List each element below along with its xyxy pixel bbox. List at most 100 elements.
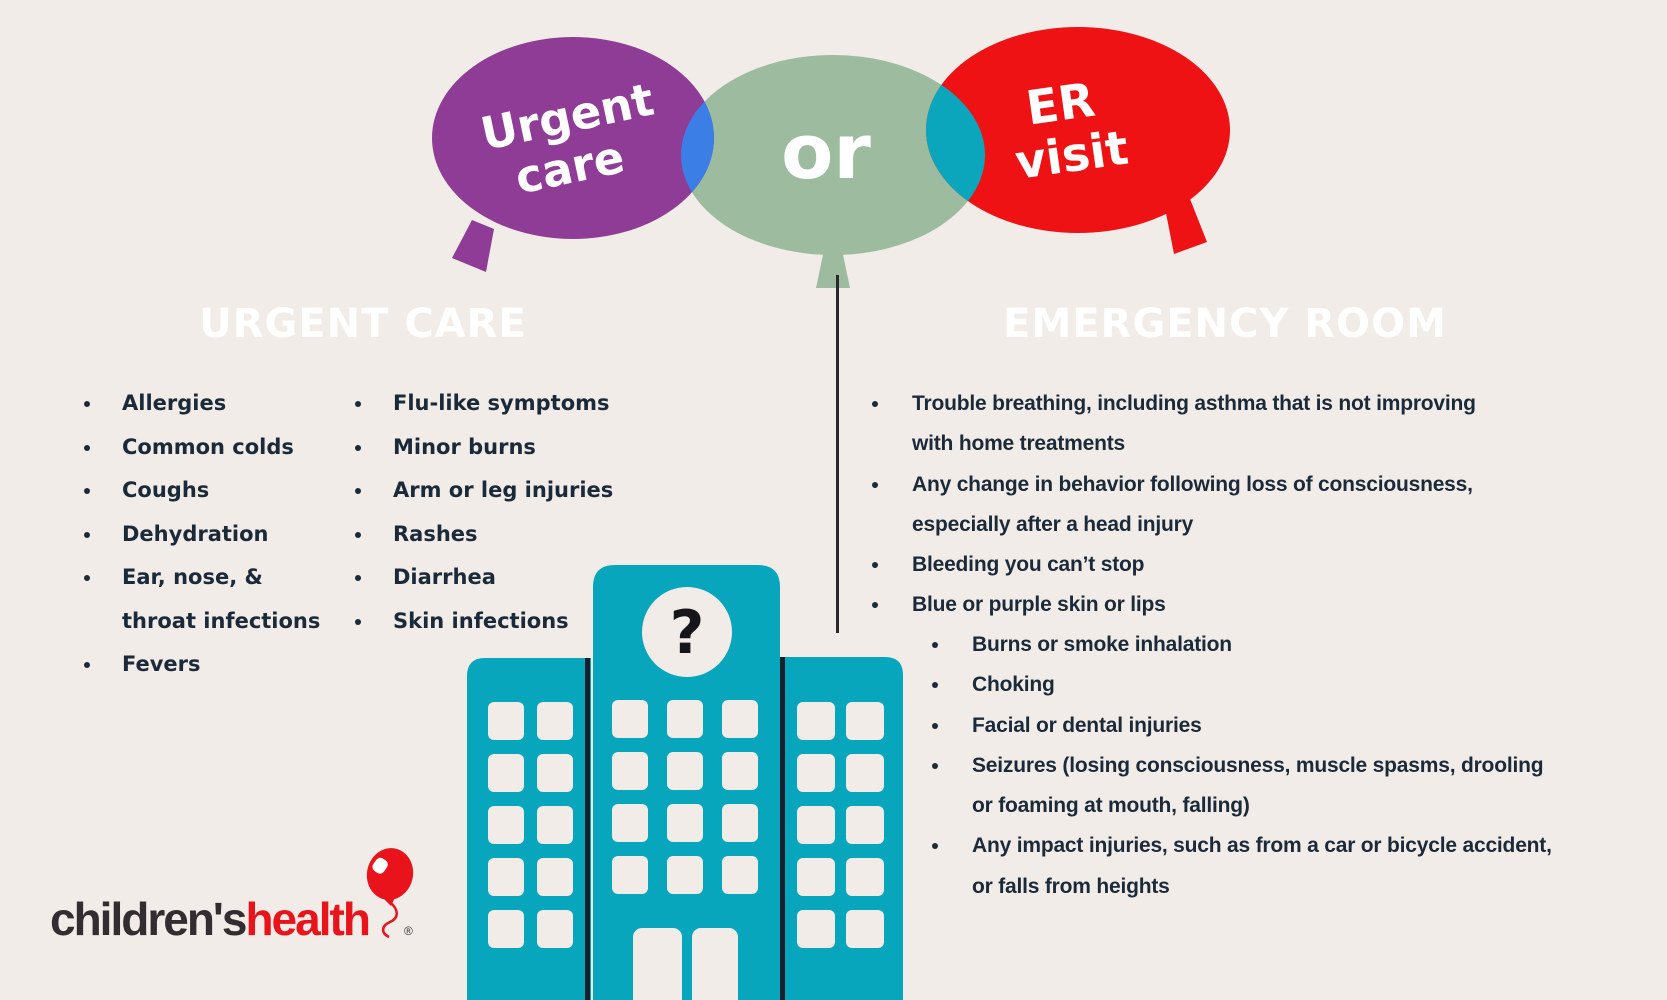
building-window (537, 858, 573, 896)
urgent-care-header-pill: URGENT CARE (158, 293, 568, 354)
building-window (537, 806, 573, 844)
urgent-care-header-label: URGENT CARE (199, 300, 527, 347)
list-item: Any change in behavior following loss of… (862, 465, 1562, 546)
list-item-text: Blue or purple skin or lips (912, 593, 1166, 617)
childrens-health-logo: children'shealth (50, 893, 371, 945)
list-item: Bleeding you can’t stop (862, 545, 1562, 585)
building-windows (488, 700, 884, 1000)
list-item: Rashes (347, 513, 637, 557)
list-item-text: Trouble breathing, including asthma that… (912, 392, 1476, 456)
list-item: Choking (922, 665, 1562, 705)
list-item: Trouble breathing, including asthma that… (862, 384, 1562, 465)
list-item-text: Common colds (122, 434, 294, 459)
list-item-text: Dehydration (122, 521, 269, 546)
building-window (488, 858, 524, 896)
list-item: Flu-like symptoms (347, 382, 637, 426)
building-window (846, 858, 884, 896)
list-item-text: Flu-like symptoms (393, 391, 610, 415)
building-window (722, 856, 758, 894)
building-seam-left (585, 658, 590, 1000)
list-item-text: Arm or leg injuries (393, 478, 614, 502)
or-balloon-label: or (781, 107, 871, 196)
building-window (846, 806, 884, 844)
logo-balloon-icon (366, 848, 414, 939)
list-item-text: Minor burns (393, 434, 536, 459)
logo-part2: health (245, 893, 370, 945)
urgent-care-list-column1: Allergies Common colds Coughs Dehydration Ea… (76, 382, 366, 687)
list-item: Allergies (76, 382, 366, 426)
logo-part1: children's (50, 893, 247, 945)
logo-balloon-string (381, 901, 398, 939)
building-door (633, 928, 682, 1000)
building-window (846, 910, 884, 948)
building-window (667, 700, 703, 738)
list-item-text: Rashes (393, 521, 478, 546)
building-window (612, 856, 648, 894)
urgent-balloon-tail (452, 220, 494, 272)
question-mark: ? (670, 598, 705, 668)
urgent-care-list-column2: Flu-like symptoms Minor burns Arm or leg i… (347, 382, 637, 643)
registered-trademark-symbol: ® (404, 924, 413, 938)
building-window (846, 754, 884, 792)
building-seam-right (780, 657, 785, 1000)
list-item: Skin infections (347, 600, 637, 644)
building-window (722, 752, 758, 790)
emergency-room-list: Trouble breathing, including asthma that… (862, 384, 1562, 626)
emergency-room-header-label: EMERGENCY ROOM (1003, 300, 1447, 347)
list-item: Burns or smoke inhalation (922, 625, 1562, 665)
question-circle (642, 587, 732, 677)
list-item: Coughs (76, 469, 366, 513)
list-item: Dehydration (76, 513, 366, 557)
building-window (537, 910, 573, 948)
list-item-text: Bleeding you can’t stop (912, 553, 1145, 577)
list-item-text: Burns or smoke inhalation (972, 633, 1232, 656)
building-window (537, 754, 573, 792)
or-balloon (681, 55, 985, 255)
building-window (612, 804, 648, 842)
list-item-text: Skin infections (393, 608, 569, 633)
building-window (612, 752, 648, 790)
er-balloon-label-line1: ER (1023, 73, 1098, 137)
list-item-text: Coughs (122, 478, 210, 502)
list-item-text: Any change in behavior following loss of… (912, 472, 1473, 536)
building-window (667, 752, 703, 790)
building-window (797, 858, 835, 896)
list-item-text: Any impact injuries, such as from a car … (972, 834, 1552, 898)
building-window (797, 910, 835, 948)
list-item: Diarrhea (347, 556, 637, 600)
building-window (797, 702, 835, 740)
section-divider-line (836, 275, 839, 633)
list-item-text: Diarrhea (393, 565, 496, 589)
or-balloon-tail (816, 250, 850, 288)
emergency-room-header-pill: EMERGENCY ROOM (985, 293, 1465, 354)
list-item: Facial or dental injuries (922, 706, 1562, 746)
list-item: Arm or leg injuries (347, 469, 637, 513)
er-balloon (926, 27, 1230, 233)
building-window (488, 806, 524, 844)
list-item-text: Allergies (122, 391, 227, 415)
building-window (488, 910, 524, 948)
building-window (488, 754, 524, 792)
building-window (722, 804, 758, 842)
list-item: Common colds (76, 426, 366, 470)
building-window (797, 754, 835, 792)
list-item: Seizures (losing consciousness, muscle s… (922, 746, 1562, 827)
list-item: Ear, nose, & throat infections (76, 556, 366, 643)
list-item: Blue or purple skin or lips (862, 585, 1562, 625)
list-item-text: Seizures (losing consciousness, muscle s… (972, 753, 1544, 818)
urgent-balloon (432, 37, 714, 239)
building-window (612, 700, 648, 738)
building-door (692, 928, 738, 1000)
hospital-building-illustration: ? (467, 565, 903, 1000)
building-window (846, 702, 884, 740)
building-window (797, 806, 835, 844)
er-balloon-tail (1165, 199, 1207, 254)
list-item-text: Fevers (122, 652, 201, 676)
list-item-text: Facial or dental injuries (972, 713, 1202, 737)
list-item: Fevers (76, 643, 366, 687)
building-window (722, 700, 758, 738)
building-window (537, 702, 573, 740)
list-item: Minor burns (347, 426, 637, 470)
